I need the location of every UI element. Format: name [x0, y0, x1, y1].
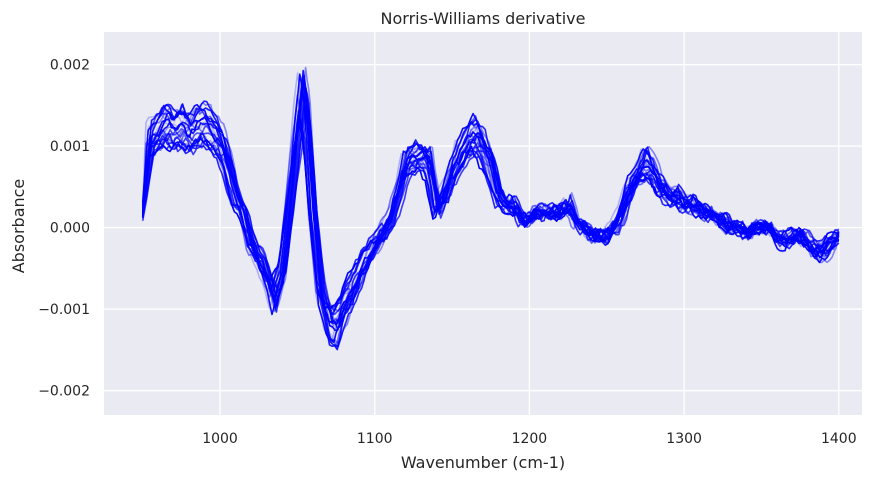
x-axis-label: Wavenumber (cm-1): [401, 453, 565, 472]
y-tick-label: −0.002: [38, 384, 90, 400]
y-tick-label: 0.001: [50, 139, 90, 155]
spectrum-line: [141, 121, 840, 311]
x-tick-label: 1400: [821, 431, 857, 447]
y-tick-label: 0.000: [50, 221, 90, 237]
y-tick-labels: −0.002 −0.001 0.000 0.001 0.002: [38, 58, 90, 400]
y-axis-label: Absorbance: [9, 179, 28, 274]
x-tick-label: 1200: [512, 431, 548, 447]
x-tick-label: 1000: [202, 431, 238, 447]
series-group: [141, 66, 840, 351]
y-tick-label: −0.001: [38, 302, 90, 318]
spectrum-line: [141, 87, 840, 326]
chart-title: Norris-Williams derivative: [381, 9, 586, 28]
plot-background: [104, 32, 862, 415]
x-tick-label: 1100: [357, 431, 393, 447]
x-tick-labels: 1000 1100 1200 1300 1400: [202, 431, 856, 447]
y-tick-label: 0.002: [50, 58, 90, 74]
spectrum-line: [141, 80, 840, 332]
x-tick-label: 1300: [666, 431, 702, 447]
